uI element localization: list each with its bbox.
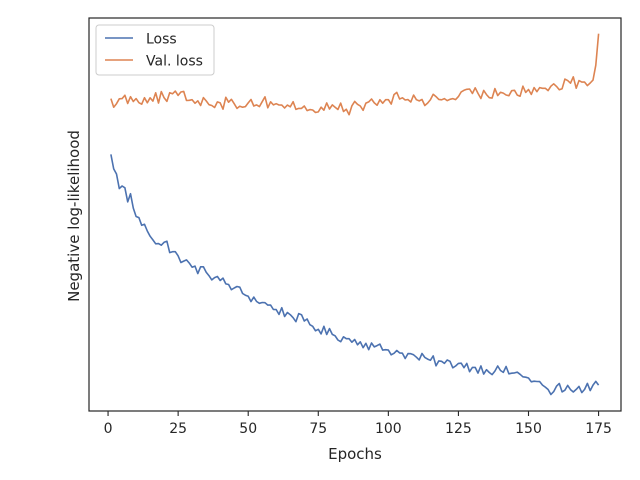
plot-frame: [88, 17, 622, 412]
x-tick-label: 100: [375, 421, 402, 437]
legend-label-val-loss: Val. loss: [146, 54, 203, 70]
legend-label-loss: Loss: [146, 32, 177, 48]
x-axis: 0 25 50 75 100 125 150 175: [104, 411, 612, 437]
x-tick-label: 50: [239, 421, 257, 437]
x-axis-label: Epochs: [328, 445, 382, 463]
legend: Loss Val. loss: [95, 24, 215, 76]
series-layer: [110, 33, 600, 396]
y-axis-label: Negative log-likelihood: [65, 130, 83, 302]
x-tick-label: 75: [309, 421, 327, 437]
plot-area: [89, 18, 621, 411]
series-line-loss: [110, 154, 600, 396]
x-tick-label: 175: [585, 421, 612, 437]
x-tick-label: 125: [445, 421, 472, 437]
x-tick-label: 25: [169, 421, 187, 437]
series-line-val-loss: [110, 33, 600, 116]
x-tick-label: 150: [515, 421, 542, 437]
x-tick-label: 0: [104, 421, 113, 437]
